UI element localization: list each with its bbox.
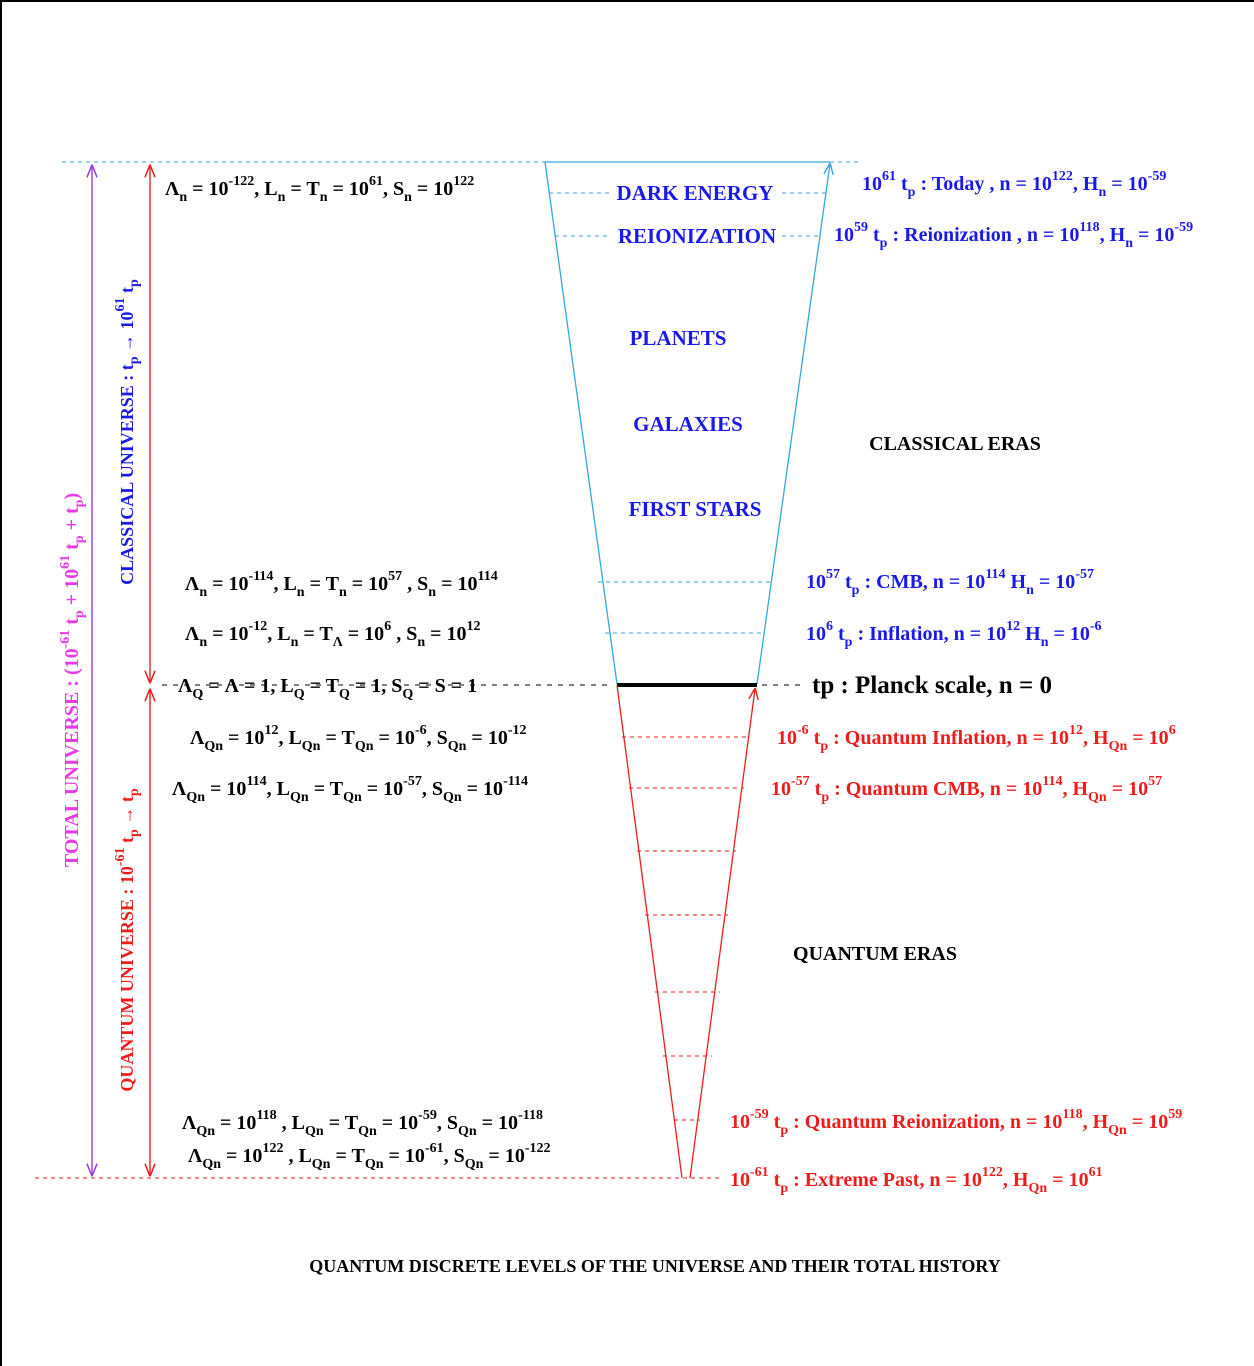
quantum-cone-left-edge: [616, 684, 683, 1179]
level-inflation-left: Λn = 10-12, Ln = TΛ = 106 , Sn = 1012: [185, 619, 481, 650]
cone-label-galaxies: GALAXIES: [633, 412, 743, 436]
classical-universe-label: CLASSICAL UNIVERSE : tp → 1061 tp: [113, 279, 142, 585]
level-quantum-cmb-right: 10-57 tp : Quantum CMB, n = 10114, HQn =…: [771, 774, 1162, 805]
quantum-universe-label: QUANTUM UNIVERSE : 10-61 tp → tp: [113, 788, 142, 1091]
level-today-left: Λn = 10-122, Ln = Tn = 1061, Sn = 10122: [165, 174, 474, 205]
level-quantum-inflation-right: 10-6 tp : Quantum Inflation, n = 1012, H…: [777, 723, 1176, 754]
level-quantum-inflation-left: ΛQn = 1012, LQn = TQn = 10-6, SQn = 10-1…: [190, 723, 527, 754]
level-cmb-right: 1057 tp : CMB, n = 10114 Hn = 10-57: [806, 567, 1094, 598]
level-quantum-cmb-left: ΛQn = 10114, LQn = TQn = 10-57, SQn = 10…: [172, 774, 528, 805]
classical-cone-left-edge: [544, 161, 618, 685]
svg-text:TOTAL UNIVERSE : (10-: TOTAL UNIVERSE : (10-61 tp + 1061 tp + t…: [58, 493, 87, 867]
svg-text:CLASSICAL UNIVERSE : tp → 1061: CLASSICAL UNIVERSE : tp → 1061 tp: [113, 279, 142, 585]
level-quantum-reionization-right: 10-59 tp : Quantum Reionization, n = 101…: [730, 1107, 1182, 1138]
diagram-caption: QUANTUM DISCRETE LEVELS OF THE UNIVERSE …: [309, 1256, 1000, 1276]
level-today-right: 1061 tp : Today , n = 10122, Hn = 10-59: [862, 169, 1166, 200]
level-extreme-past-left: ΛQn = 10122 , LQn = TQn = 10-61, SQn = 1…: [188, 1141, 551, 1172]
svg-text:QUANTUM UNIVERSE : 10-61 tp →: QUANTUM UNIVERSE : 10-61 tp → tp: [113, 788, 142, 1091]
cone-label-reionization: REIONIZATION: [618, 224, 776, 248]
planck-left-label: ΛQ = Λ = 1, LQ = TQ = 1, SQ = S = 1: [178, 675, 477, 702]
cone-label-planets: PLANETS: [630, 326, 727, 350]
level-inflation-right: 106 tp : Inflation, n = 1012 Hn = 10-6: [806, 619, 1102, 650]
cone-label-dark-energy: DARK ENERGY: [617, 181, 774, 205]
level-cmb-left: Λn = 10-114, Ln = Tn = 1057 , Sn = 10114: [185, 569, 498, 600]
classical-cone-right-edge: [756, 164, 830, 685]
level-quantum-reionization-left: ΛQn = 10118 , LQn = TQn = 10-59, SQn = 1…: [182, 1108, 543, 1139]
total-universe-label: TOTAL UNIVERSE : (10-61 tp + 1061 tp + t…: [58, 493, 87, 867]
level-extreme-past-right: 10-61 tp : Extreme Past, n = 10122, HQn …: [730, 1165, 1103, 1196]
level-reionization-right: 1059 tp : Reionization , n = 10118, Hn =…: [834, 220, 1193, 251]
cone-label-first-stars: FIRST STARS: [629, 497, 762, 521]
classical-eras-label: CLASSICAL ERAS: [869, 433, 1041, 455]
quantum-eras-label: QUANTUM ERAS: [793, 943, 957, 965]
planck-scale-label: tp : Planck scale, n = 0: [812, 672, 1052, 699]
quantum-cone-right-edge: [689, 689, 755, 1179]
